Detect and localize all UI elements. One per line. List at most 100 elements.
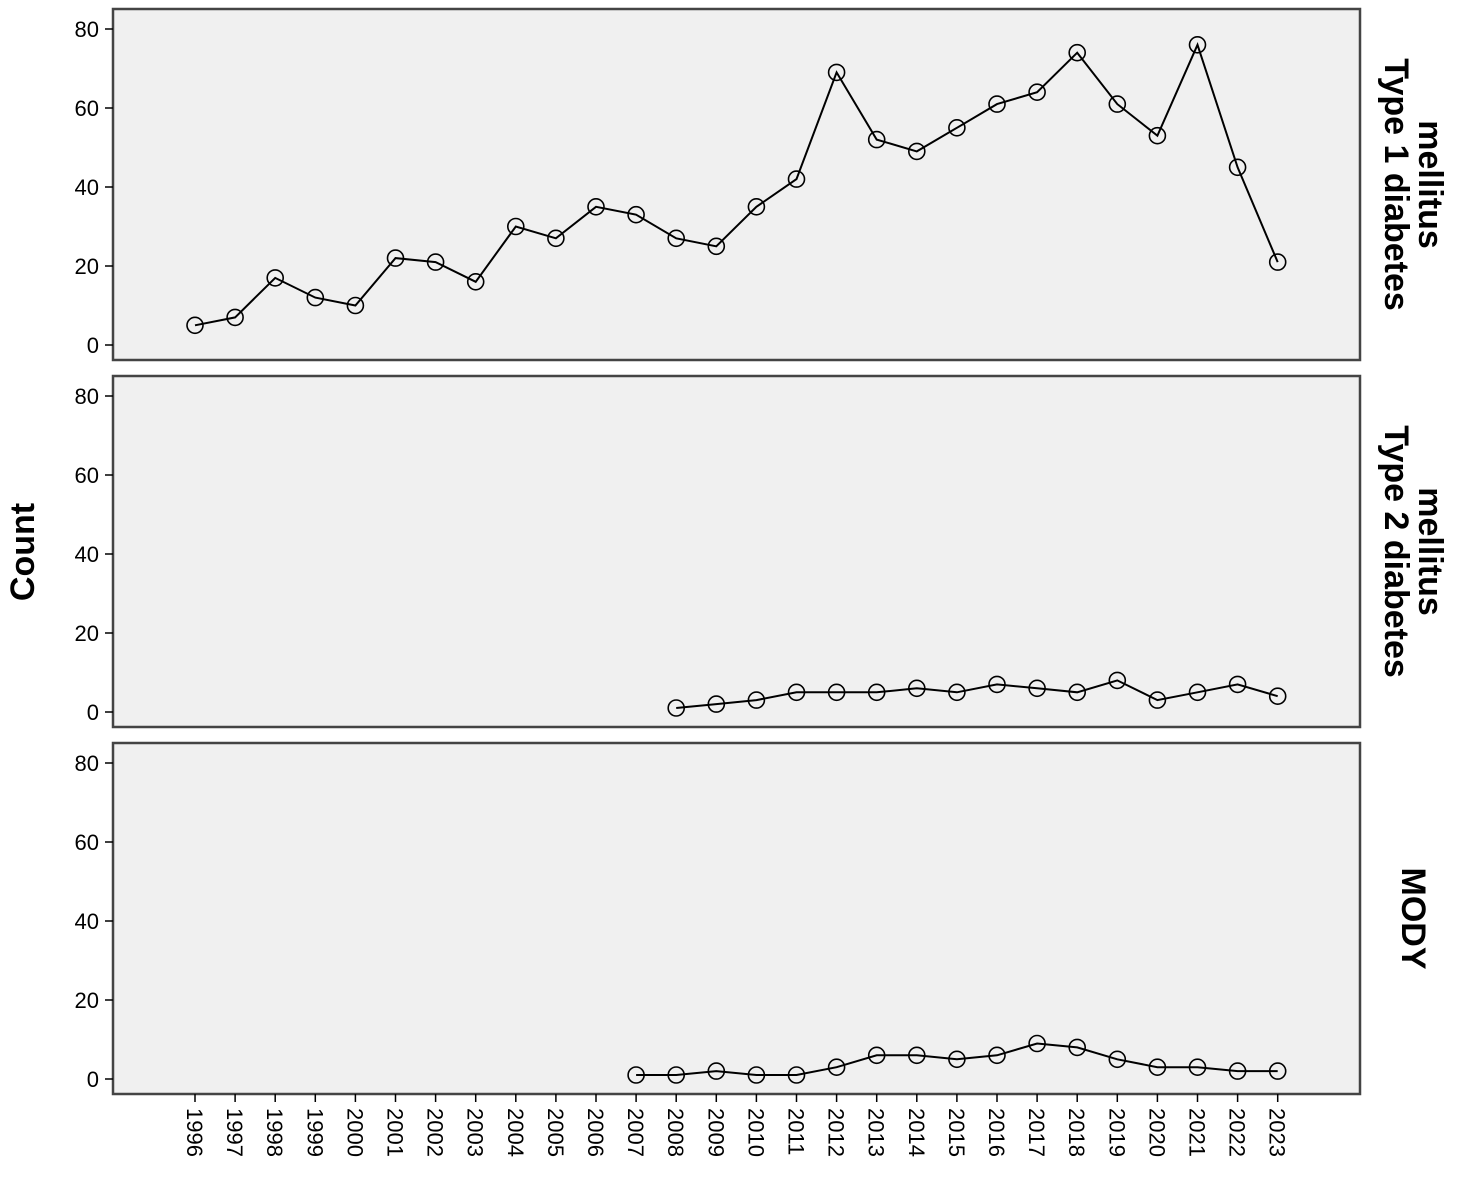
data-point: [747, 691, 766, 709]
data-point: [707, 237, 726, 256]
y-tick-label: 20: [75, 621, 99, 646]
panel-label-line: MODY: [1394, 868, 1432, 970]
y-tick-label: 0: [87, 700, 99, 725]
data-point: [747, 1066, 766, 1084]
x-tick-label: 2007: [623, 1108, 648, 1157]
x-tick-label: 2009: [703, 1108, 728, 1157]
x-tick-label: 2014: [904, 1108, 929, 1157]
x-tick-label: 1996: [182, 1108, 207, 1157]
data-point: [948, 683, 966, 702]
y-tick-label: 60: [75, 96, 99, 121]
data-point: [747, 198, 766, 216]
panel-label: MODY: [1394, 868, 1432, 970]
x-tick-label: 2008: [663, 1108, 688, 1157]
data-point: [988, 675, 1006, 694]
x-tick-label: 2010: [743, 1108, 768, 1157]
panel-label-line: mellitus: [1411, 120, 1449, 248]
data-point: [226, 308, 244, 327]
x-tick-label: 2015: [944, 1108, 969, 1157]
data-point: [1148, 1058, 1167, 1076]
data-point: [1188, 1058, 1207, 1076]
y-tick-label: 60: [75, 463, 99, 488]
data-point: [1108, 671, 1127, 690]
panel-frame: [111, 741, 1362, 1096]
y-tick-label: 40: [75, 909, 99, 934]
data-point: [948, 119, 966, 137]
data-point: [827, 683, 846, 702]
data-point: [707, 1062, 726, 1080]
data-point: [346, 296, 365, 315]
data-point: [787, 1066, 806, 1084]
x-tick-label: 1999: [302, 1108, 327, 1157]
x-tick-label: 2020: [1144, 1108, 1169, 1157]
y-tick-label: 60: [75, 830, 99, 855]
y-tick-label: 80: [75, 17, 99, 42]
series-line: [676, 679, 1278, 709]
panel-label-line: Type 1 diabetes: [1377, 58, 1415, 311]
x-tick-label: 2003: [463, 1108, 488, 1157]
x-tick-label: 2005: [543, 1108, 568, 1157]
data-point: [1148, 691, 1167, 709]
data-point: [1028, 679, 1046, 698]
data-point: [426, 253, 445, 271]
data-point: [667, 699, 686, 717]
data-point: [1068, 683, 1086, 702]
data-point: [1228, 1062, 1247, 1080]
y-tick-label: 80: [75, 384, 99, 409]
data-point: [1068, 1038, 1086, 1057]
data-point: [1268, 253, 1287, 271]
data-point: [867, 1046, 886, 1065]
x-tick-label: 2000: [342, 1108, 367, 1157]
x-tick-label: 2022: [1225, 1108, 1250, 1157]
data-point: [988, 1046, 1006, 1065]
data-point: [1108, 1050, 1127, 1069]
y-tick-label: 40: [75, 542, 99, 567]
y-tick-label: 0: [87, 333, 99, 358]
y-tick-label: 0: [87, 1067, 99, 1092]
data-point: [306, 288, 325, 307]
y-tick-label: 20: [75, 988, 99, 1013]
x-tick-label: 2018: [1064, 1108, 1089, 1157]
x-tick-label: 1998: [262, 1108, 287, 1157]
data-point: [386, 249, 405, 267]
data-point: [266, 269, 285, 287]
data-point: [1028, 1034, 1046, 1053]
data-point: [587, 198, 605, 216]
x-tick-label: 2016: [984, 1108, 1009, 1157]
data-point: [1188, 35, 1207, 54]
data-point: [186, 316, 204, 335]
y-tick-label: 40: [75, 175, 99, 200]
x-tick-label: 2017: [1024, 1108, 1049, 1157]
data-point: [827, 1058, 846, 1076]
y-tick-label: 20: [75, 254, 99, 279]
x-tick-label: 2006: [583, 1108, 608, 1157]
data-point: [1228, 675, 1247, 694]
data-point: [827, 63, 846, 82]
data-point: [907, 679, 926, 698]
data-point: [627, 1066, 645, 1084]
data-point: [1188, 683, 1207, 702]
x-tick-label: 2023: [1265, 1108, 1290, 1157]
data-point: [787, 683, 806, 702]
data-point: [547, 229, 565, 248]
x-tick-label: 2013: [864, 1108, 889, 1157]
data-point: [627, 205, 645, 224]
data-point: [466, 272, 485, 291]
panel-frame: [111, 374, 1362, 729]
x-axis: 1996 1997 1998 1999 2000 2001 2002 2003 2004 2005…: [182, 1094, 1290, 1157]
y-axis-title: Count: [4, 503, 42, 601]
data-point: [1148, 126, 1167, 145]
x-tick-label: 2011: [784, 1108, 809, 1155]
x-tick-label: 2002: [423, 1108, 448, 1157]
data-point: [867, 130, 886, 149]
data-point: [667, 1066, 686, 1084]
panel-label-line: Type 2 diabetes: [1377, 425, 1415, 678]
x-tick-label: 2004: [503, 1108, 528, 1157]
x-tick-label: 2001: [383, 1108, 408, 1157]
